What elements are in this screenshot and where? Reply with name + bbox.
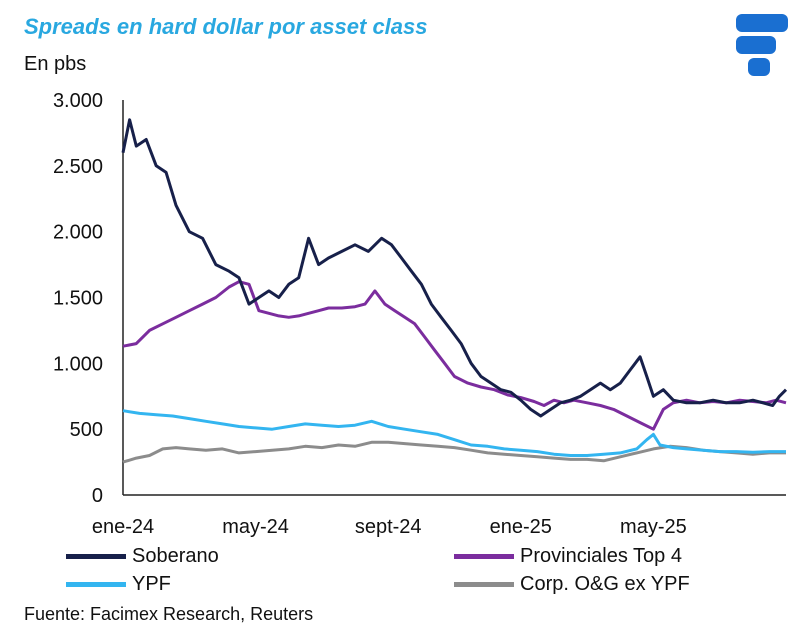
series-line-soberano [121,118,788,418]
series-line-provinciales-top-4 [122,280,787,431]
x-tick-label: sept-24 [355,516,422,538]
x-tick-label: ene-24 [92,516,154,538]
x-tick-label: may-24 [222,516,289,538]
chart-title: Spreads en hard dollar por asset class [24,14,428,39]
y-tick-label: 500 [70,419,103,441]
y-axis-unit-label: En pbs [24,53,87,75]
series-line-corp-o-g-ex-ypf [122,440,786,464]
y-tick-label: 0 [92,485,103,507]
x-tick-label: ene-25 [490,516,552,538]
source-note: Fuente: Facimex Research, Reuters [24,604,314,624]
y-tick-label: 1.000 [53,353,103,375]
y-tick-label: 1.500 [53,288,103,310]
y-tick-label: 3.000 [53,90,103,112]
y-tick-label: 2.500 [53,156,103,178]
y-tick-label: 2.000 [53,222,103,244]
facimex-logo-icon [736,14,788,76]
series-line-ypf [122,409,786,457]
x-tick-label: may-25 [620,516,687,538]
